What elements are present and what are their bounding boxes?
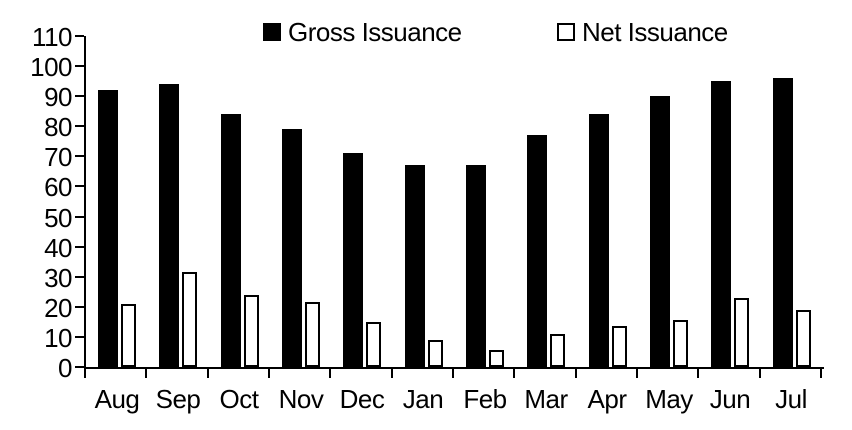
- net-issuance-swatch-icon: [557, 23, 575, 41]
- y-tick-label: 50: [44, 203, 72, 233]
- x-tick-label-aug: Aug: [94, 384, 140, 414]
- bar-net-mar: [550, 334, 565, 367]
- bar-gross-sep: [159, 84, 179, 367]
- y-tick: [75, 366, 84, 368]
- x-tick: [268, 369, 270, 378]
- bar-net-feb: [489, 350, 504, 367]
- y-tick: [75, 276, 84, 278]
- x-tick: [820, 369, 822, 378]
- x-tick-label-apr: Apr: [587, 384, 627, 414]
- gross-issuance-swatch-icon: [263, 23, 281, 41]
- y-tick: [75, 125, 84, 127]
- y-tick: [75, 95, 84, 97]
- x-tick: [759, 369, 761, 378]
- bar-net-oct: [244, 295, 259, 367]
- x-tick: [513, 369, 515, 378]
- bar-gross-jul: [773, 78, 793, 367]
- y-axis-line: [84, 36, 86, 369]
- bar-gross-jan: [405, 165, 425, 367]
- bar-gross-oct: [221, 114, 241, 367]
- x-axis-line: [84, 367, 824, 369]
- y-tick-label: 60: [44, 172, 72, 202]
- y-tick: [75, 35, 84, 37]
- y-tick-label: 40: [44, 233, 72, 263]
- x-tick: [207, 369, 209, 378]
- bar-gross-feb: [466, 165, 486, 367]
- y-tick-label: 100: [30, 52, 72, 82]
- legend-item-gross-issuance: Gross Issuance: [263, 19, 462, 45]
- x-tick-label-nov: Nov: [278, 384, 324, 414]
- y-tick-label: 0: [58, 353, 72, 383]
- y-tick: [75, 216, 84, 218]
- x-tick: [452, 369, 454, 378]
- y-tick: [75, 65, 84, 67]
- bar-net-may: [673, 320, 688, 367]
- bar-gross-aug: [98, 90, 118, 367]
- y-tick-label: 20: [44, 293, 72, 323]
- plot-area: [86, 36, 822, 367]
- bar-gross-jun: [711, 81, 731, 367]
- y-tick-label: 10: [44, 323, 72, 353]
- bar-net-jun: [734, 298, 749, 367]
- x-tick-label-mar: Mar: [524, 384, 568, 414]
- bar-gross-may: [650, 96, 670, 367]
- x-tick-label-oct: Oct: [219, 384, 259, 414]
- x-tick-label-feb: Feb: [463, 384, 507, 414]
- x-tick-label-jan: Jan: [402, 384, 444, 414]
- x-tick: [575, 369, 577, 378]
- bar-gross-dec: [343, 153, 363, 367]
- bar-net-dec: [366, 322, 381, 367]
- legend-item-net-issuance: Net Issuance: [557, 19, 728, 45]
- y-tick-label: 110: [32, 22, 72, 52]
- y-tick-label: 80: [44, 112, 72, 142]
- y-tick: [75, 336, 84, 338]
- bar-net-apr: [612, 326, 627, 367]
- x-tick: [636, 369, 638, 378]
- y-tick-label: 30: [44, 263, 72, 293]
- x-tick-label-dec: Dec: [339, 384, 385, 414]
- bar-net-aug: [121, 304, 136, 367]
- bar-net-sep: [182, 272, 197, 367]
- x-tick: [84, 369, 86, 378]
- x-tick: [697, 369, 699, 378]
- bar-net-nov: [305, 302, 320, 367]
- bar-gross-mar: [527, 135, 547, 367]
- x-tick: [329, 369, 331, 378]
- bar-gross-nov: [282, 129, 302, 367]
- x-tick: [145, 369, 147, 378]
- legend-label-net-issuance: Net Issuance: [582, 17, 728, 47]
- bar-net-jan: [428, 340, 443, 367]
- legend-label-gross-issuance: Gross Issuance: [288, 17, 462, 47]
- y-tick: [75, 246, 84, 248]
- x-tick-label-jun: Jun: [709, 384, 751, 414]
- x-tick-label-may: May: [645, 384, 693, 414]
- x-tick: [391, 369, 393, 378]
- y-tick: [75, 185, 84, 187]
- y-tick: [75, 306, 84, 308]
- y-tick: [75, 155, 84, 157]
- x-tick-label-sep: Sep: [155, 384, 201, 414]
- x-tick-label-jul: Jul: [775, 384, 807, 414]
- bar-gross-apr: [589, 114, 609, 367]
- bar-net-jul: [796, 310, 811, 367]
- y-tick-label: 90: [44, 82, 72, 112]
- y-tick-label: 70: [44, 142, 72, 172]
